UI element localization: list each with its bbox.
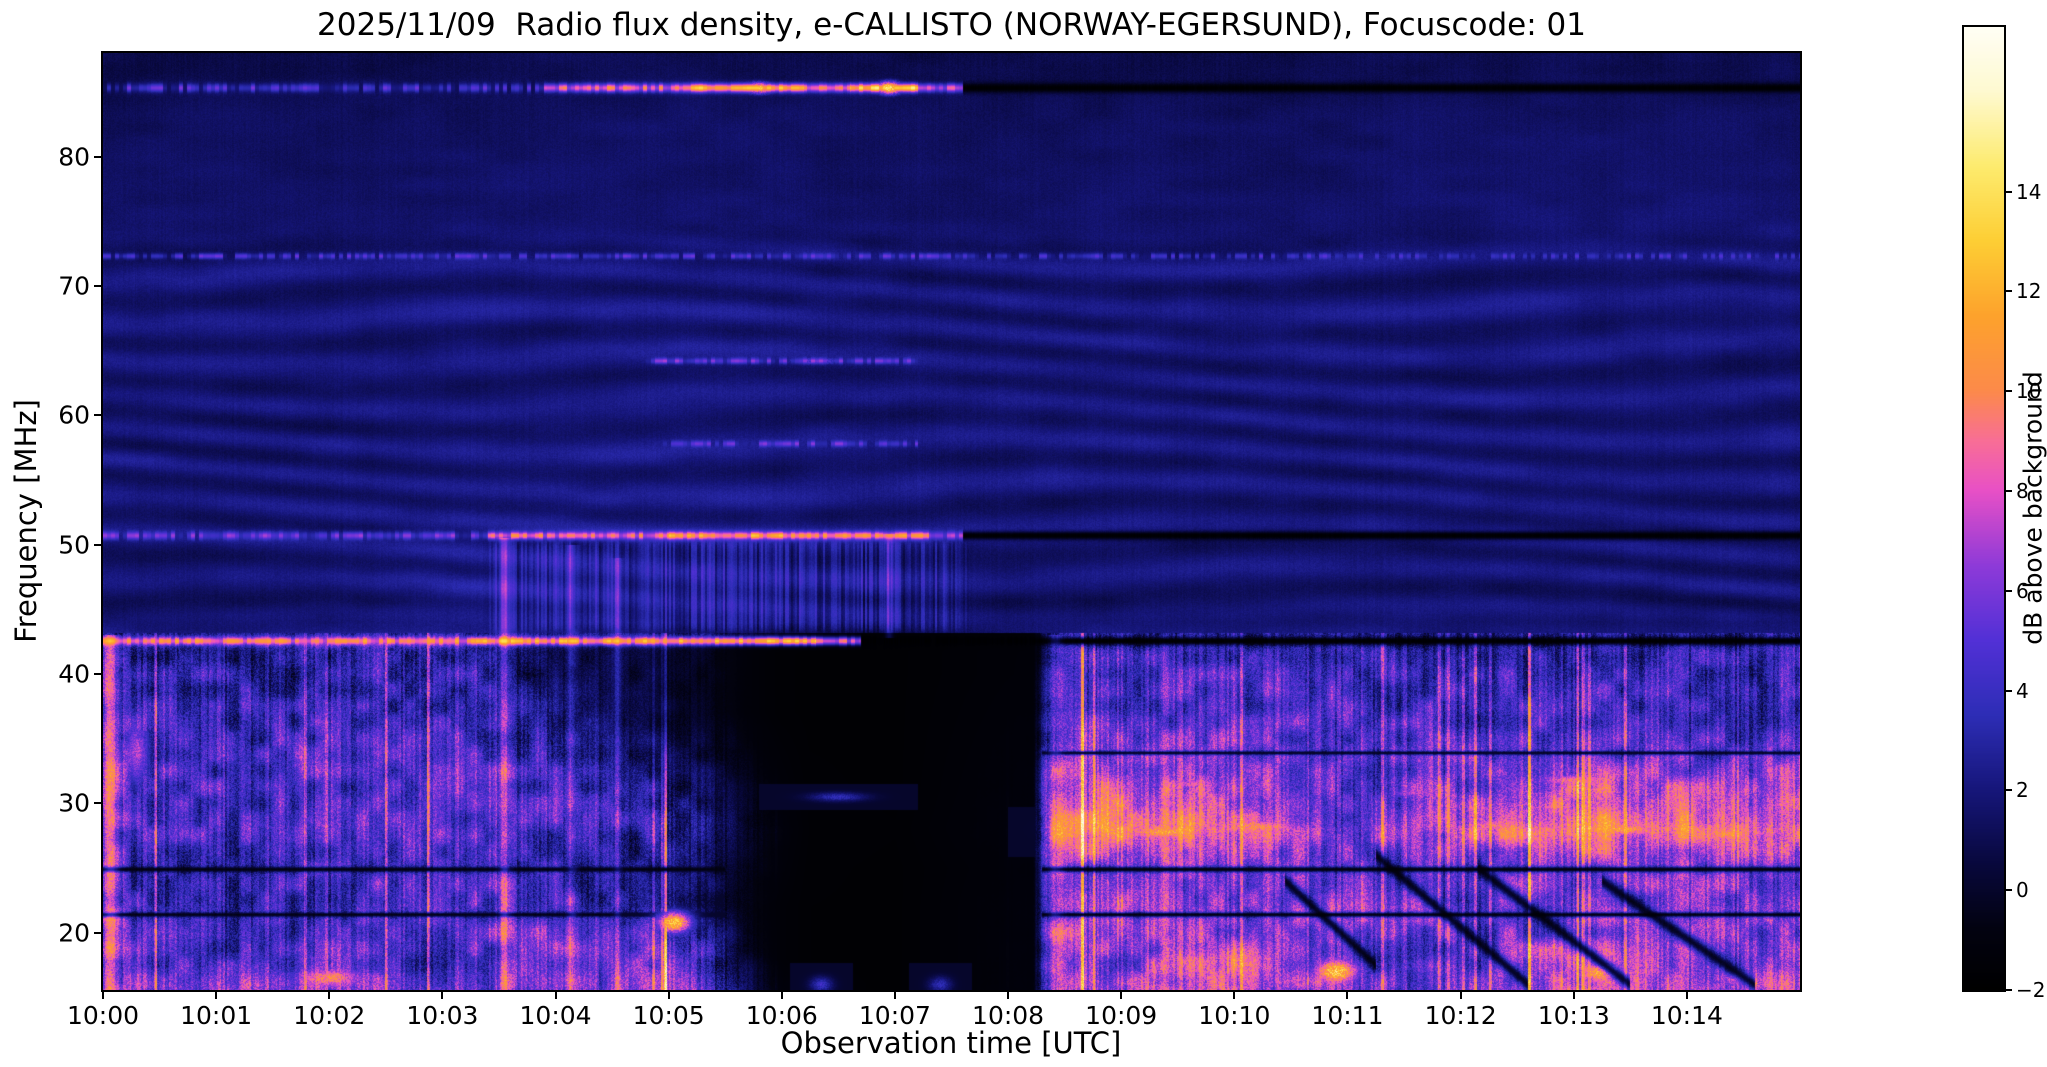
x-tick-label: 10:05 (632, 1001, 705, 1030)
chart-title: 2025/11/09 Radio flux density, e-CALLIST… (317, 7, 1586, 43)
y-tick-label: 60 (58, 400, 90, 430)
colorbar-tick-mark (2004, 989, 2012, 991)
x-tick-label: 10:07 (858, 1001, 931, 1030)
y-tick-mark (94, 543, 103, 546)
colorbar-tick-mark (2004, 889, 2012, 892)
x-tick-mark (554, 990, 557, 999)
x-tick-mark (1685, 990, 1688, 999)
x-tick-label: 10:01 (180, 1001, 253, 1030)
x-tick-mark (1459, 990, 1462, 999)
x-tick-label: 10:04 (519, 1001, 592, 1030)
x-tick-mark (1572, 990, 1575, 999)
y-tick-label: 40 (58, 659, 90, 689)
x-axis-label: Observation time [UTC] (780, 1026, 1122, 1060)
x-tick-label: 10:12 (1424, 1001, 1497, 1030)
y-tick-label: 30 (58, 788, 90, 818)
colorbar-tick-mark (2004, 290, 2012, 293)
x-tick-mark (1007, 990, 1010, 999)
colorbar-tick-label: 10 (2016, 379, 2042, 404)
y-tick-mark (94, 414, 103, 417)
colorbar-tick-label: 14 (2016, 179, 2042, 204)
x-tick-label: 10:03 (406, 1001, 479, 1030)
colorbar-tick-label: 0 (2016, 878, 2029, 903)
y-tick-label: 50 (58, 530, 90, 560)
colorbar-tick-label: 6 (2016, 578, 2029, 603)
x-tick-mark (1233, 990, 1236, 999)
colorbar-tick-mark (2004, 190, 2012, 193)
y-tick-mark (94, 802, 103, 805)
x-tick-mark (441, 990, 444, 999)
colorbar-tick-mark (2004, 789, 2012, 792)
colorbar-tick-label: −2 (2016, 978, 2046, 1002)
x-tick-label: 10:11 (1311, 1001, 1384, 1030)
x-tick-mark (780, 990, 783, 999)
x-tick-label: 10:08 (972, 1001, 1045, 1030)
colorbar-tick-mark (2004, 589, 2012, 592)
x-tick-label: 10:06 (745, 1001, 818, 1030)
x-tick-mark (893, 990, 896, 999)
x-tick-mark (1120, 990, 1123, 999)
spectrogram-heatmap (103, 53, 1800, 990)
colorbar-tick-label: 4 (2016, 678, 2029, 703)
y-tick-label: 20 (58, 918, 90, 948)
x-tick-label: 10:09 (1085, 1001, 1158, 1030)
x-tick-mark (328, 990, 331, 999)
y-tick-label: 70 (58, 271, 90, 301)
x-tick-label: 10:10 (1198, 1001, 1271, 1030)
x-tick-mark (1346, 990, 1349, 999)
x-tick-mark (102, 990, 104, 999)
y-tick-mark (94, 155, 103, 158)
y-tick-mark (94, 284, 103, 287)
x-tick-mark (215, 990, 218, 999)
x-tick-label: 10:14 (1650, 1001, 1723, 1030)
colorbar-tick-mark (2004, 390, 2012, 393)
colorbar-tick-mark (2004, 689, 2012, 692)
colorbar-tick-label: 2 (2016, 778, 2029, 803)
y-axis-label: Frequency [MHz] (9, 399, 43, 643)
colorbar-tick-label: 8 (2016, 479, 2029, 504)
y-tick-mark (94, 673, 103, 676)
y-tick-label: 80 (58, 142, 90, 171)
x-tick-label: 10:02 (293, 1001, 366, 1030)
x-tick-label: 10:13 (1537, 1001, 1610, 1030)
colorbar-tick-mark (2004, 490, 2012, 493)
x-tick-label: 10:00 (66, 1001, 140, 1030)
y-tick-mark (94, 931, 103, 934)
colorbar-gradient (1964, 27, 2004, 990)
colorbar-tick-label: 12 (2016, 279, 2042, 304)
x-tick-mark (667, 990, 670, 999)
colorbar-label: dB above background (2018, 371, 2047, 645)
